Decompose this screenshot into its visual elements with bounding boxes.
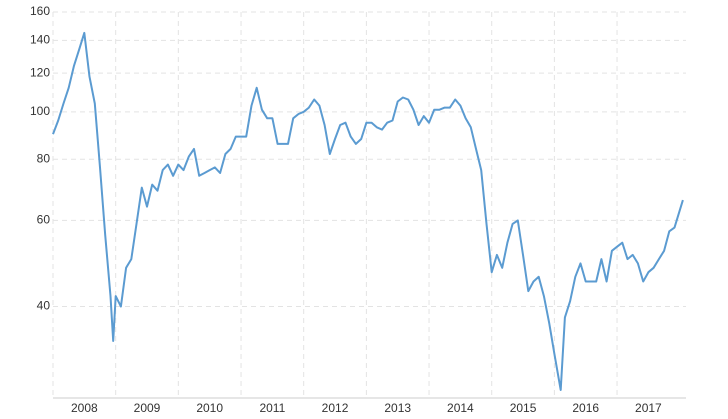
x-tick-label: 2009 <box>134 401 161 415</box>
price-line <box>52 31 684 391</box>
x-tick-label: 2011 <box>259 401 285 415</box>
y-tick-label: 100 <box>30 104 50 118</box>
y-tick-label: 120 <box>30 65 50 79</box>
x-tick-label: 2017 <box>635 401 662 415</box>
y-tick-label: 160 <box>30 4 50 18</box>
x-tick-label: 2016 <box>572 401 599 415</box>
y-tick-label: 60 <box>37 213 51 227</box>
x-tick-label: 2015 <box>510 401 537 415</box>
x-tick-label: 2013 <box>384 401 411 415</box>
y-tick-label: 40 <box>37 299 51 313</box>
x-tick-label: 2014 <box>447 401 474 415</box>
x-tick-label: 2010 <box>196 401 223 415</box>
x-tick-label: 2008 <box>71 401 98 415</box>
y-tick-label: 80 <box>37 151 51 165</box>
x-tick-label: 2012 <box>322 401 349 415</box>
y-tick-label: 140 <box>30 33 50 47</box>
